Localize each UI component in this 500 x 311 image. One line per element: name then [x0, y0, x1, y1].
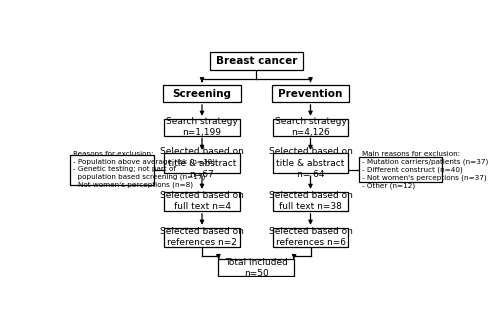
FancyBboxPatch shape — [272, 153, 348, 173]
FancyBboxPatch shape — [359, 157, 442, 182]
FancyBboxPatch shape — [272, 119, 348, 136]
FancyBboxPatch shape — [272, 228, 348, 247]
FancyBboxPatch shape — [164, 228, 240, 247]
FancyBboxPatch shape — [164, 153, 240, 173]
FancyBboxPatch shape — [210, 52, 303, 70]
Text: Selected based on
title & abstract
n=67: Selected based on title & abstract n=67 — [160, 147, 244, 179]
Text: Breast cancer: Breast cancer — [216, 56, 297, 66]
FancyBboxPatch shape — [272, 85, 349, 102]
FancyBboxPatch shape — [70, 155, 154, 185]
Text: Screening: Screening — [172, 89, 232, 99]
Text: Selected based on
full text n=38: Selected based on full text n=38 — [268, 191, 352, 211]
FancyBboxPatch shape — [164, 119, 240, 136]
Text: Selected based on
full text n=4: Selected based on full text n=4 — [160, 191, 244, 211]
Text: Search strategy
n=1,199: Search strategy n=1,199 — [166, 117, 238, 137]
Text: Reasons for exclusion:
- Population above average risk (n=38)
- Genetic testing;: Reasons for exclusion: - Population abov… — [74, 151, 216, 188]
Text: Search strategy
n=4,126: Search strategy n=4,126 — [274, 117, 346, 137]
FancyBboxPatch shape — [164, 192, 240, 211]
Text: Prevention: Prevention — [278, 89, 342, 99]
Text: Selected based on
title & abstract
n= 64: Selected based on title & abstract n= 64 — [268, 147, 352, 179]
Text: Selected based on
references n=2: Selected based on references n=2 — [160, 227, 244, 247]
Text: Total included
n=50: Total included n=50 — [225, 258, 288, 278]
FancyBboxPatch shape — [272, 192, 348, 211]
FancyBboxPatch shape — [218, 259, 294, 276]
FancyBboxPatch shape — [163, 85, 241, 102]
Text: Selected based on
references n=6: Selected based on references n=6 — [268, 227, 352, 247]
Text: Main reasons for exclusion:
- Mutation carriers/patients (n=37)
- Different cons: Main reasons for exclusion: - Mutation c… — [362, 151, 488, 189]
